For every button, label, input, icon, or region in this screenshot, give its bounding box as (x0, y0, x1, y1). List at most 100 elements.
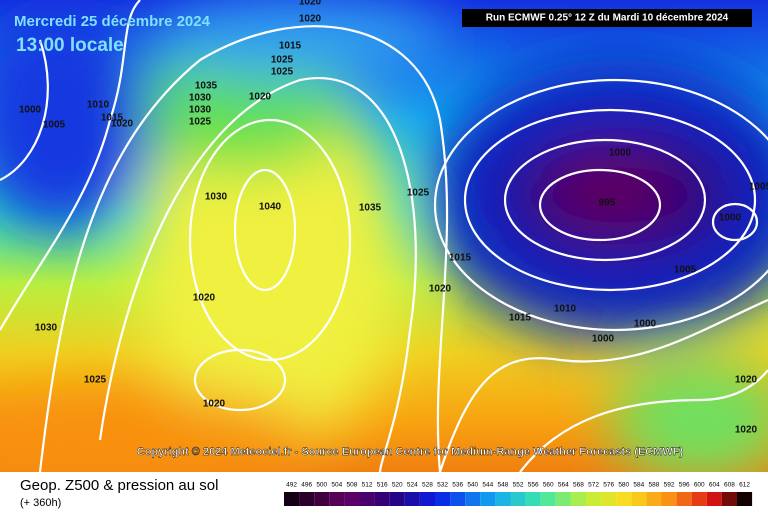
isobar-label: 1020 (111, 119, 134, 130)
scale-label: 528 (422, 482, 433, 489)
scale-label: 520 (392, 482, 403, 489)
isobar-labels: 1020102010151025102510001005101010151020… (19, 0, 768, 436)
isobar-label: 1015 (509, 313, 532, 324)
isobar-label: 1000 (634, 319, 657, 330)
scale-label: 516 (377, 482, 388, 489)
scale-label: 552 (513, 482, 524, 489)
isobar-label: 1015 (101, 113, 124, 124)
color-scale: 492 496 500 504 508 512 516 520 524 528 532 536 540 5… (284, 482, 753, 506)
isobar-label: 1030 (189, 93, 212, 104)
scale-swatch (706, 492, 722, 506)
isobar-label: 1025 (271, 67, 294, 78)
scale-label: 572 (588, 482, 599, 489)
scale-swatch (676, 492, 692, 506)
scale-swatch (404, 492, 420, 506)
isobar-label: 1025 (271, 55, 294, 66)
scale-label: 592 (664, 482, 675, 489)
isobar-label: 1020 (735, 375, 758, 386)
scale-label: 508 (347, 482, 358, 489)
isobar-label: 1000 (719, 213, 742, 224)
scale-label: 524 (407, 482, 418, 489)
isobar-label: 1020 (429, 284, 452, 295)
scale-swatch (540, 492, 556, 506)
scale-label: 612 (739, 482, 750, 489)
scale-label: 540 (467, 482, 478, 489)
scale-swatch (586, 492, 602, 506)
isobar-label: 1000 (592, 334, 615, 345)
scale-label: 596 (679, 482, 690, 489)
scale-label: 576 (603, 482, 614, 489)
scale-swatch (495, 492, 511, 506)
isobar-label: 1020 (299, 0, 322, 8)
run-info: Run ECMWF 0.25° 12 Z du Mardi 10 décembr… (486, 13, 729, 24)
scale-swatch (359, 492, 375, 506)
scale-swatch (284, 492, 300, 506)
scale-swatch (631, 492, 647, 506)
scale-label: 556 (528, 482, 539, 489)
isobar-label: 1025 (189, 117, 212, 128)
isobars (0, 0, 768, 472)
scale-label: 588 (649, 482, 660, 489)
scale-label: 500 (316, 482, 327, 489)
scale-swatch (691, 492, 707, 506)
scale-swatch (329, 492, 345, 506)
scale-swatch (435, 492, 451, 506)
scale-swatch (601, 492, 617, 506)
isobar-label: 1005 (674, 265, 697, 276)
isobar-label: 1020 (203, 399, 226, 410)
isobar-label: 995 (599, 198, 616, 209)
isobar-label: 1010 (554, 304, 577, 315)
scale-swatch (344, 492, 360, 506)
isobar-label: 1000 (19, 105, 42, 116)
scale-label: 512 (362, 482, 373, 489)
scale-label: 504 (331, 482, 342, 489)
isobar-label: 1035 (195, 81, 218, 92)
scale-swatch (389, 492, 405, 506)
isobar-label: 1020 (249, 92, 272, 103)
isobar-label: 1005 (43, 120, 66, 131)
scale-label: 580 (618, 482, 629, 489)
isobar-label: 1030 (189, 105, 212, 116)
scale-label: 564 (558, 482, 569, 489)
isobar-label: 1025 (407, 188, 430, 199)
scale-swatch (525, 492, 541, 506)
isobar-label: 1020 (735, 425, 758, 436)
scale-label: 600 (694, 482, 705, 489)
scale-label: 548 (498, 482, 509, 489)
isobar-label: 1040 (259, 202, 282, 213)
isobar-label: 1020 (299, 14, 322, 25)
isobar-label: 1035 (359, 203, 382, 214)
scale-swatch (570, 492, 586, 506)
isobar-label: 1025 (84, 375, 107, 386)
scale-label: 544 (482, 482, 493, 489)
scale-label: 604 (709, 482, 720, 489)
scale-swatch (737, 492, 753, 506)
run-info-box (462, 9, 752, 27)
scale-swatch (374, 492, 390, 506)
copyright: Copyright © 2024 Meteociel.fr - Source E… (137, 446, 684, 458)
scale-label: 608 (724, 482, 735, 489)
isobar-label: 1030 (35, 323, 58, 334)
scale-swatch (616, 492, 632, 506)
isobar-label: 1015 (279, 41, 302, 52)
isobar-label: 1015 (449, 253, 472, 264)
scale-label: 536 (452, 482, 463, 489)
scale-swatch (419, 492, 435, 506)
scale-swatch (510, 492, 526, 506)
scale-label: 496 (301, 482, 312, 489)
scale-swatch (314, 492, 330, 506)
isobar-label: 1000 (609, 148, 632, 159)
legend-subtitle: (+ 360h) (20, 497, 61, 509)
scale-swatch (299, 492, 315, 506)
isobar-label: 1005 (749, 182, 768, 193)
forecast-time: 13:00 locale (16, 35, 124, 56)
scale-label: 492 (286, 482, 297, 489)
field (0, 0, 768, 472)
scale-swatch (661, 492, 677, 506)
legend-title: Geop. Z500 & pression au sol (20, 477, 218, 494)
scale-swatch (480, 492, 496, 506)
scale-label: 584 (633, 482, 644, 489)
scale-swatch (465, 492, 481, 506)
scale-label: 568 (573, 482, 584, 489)
